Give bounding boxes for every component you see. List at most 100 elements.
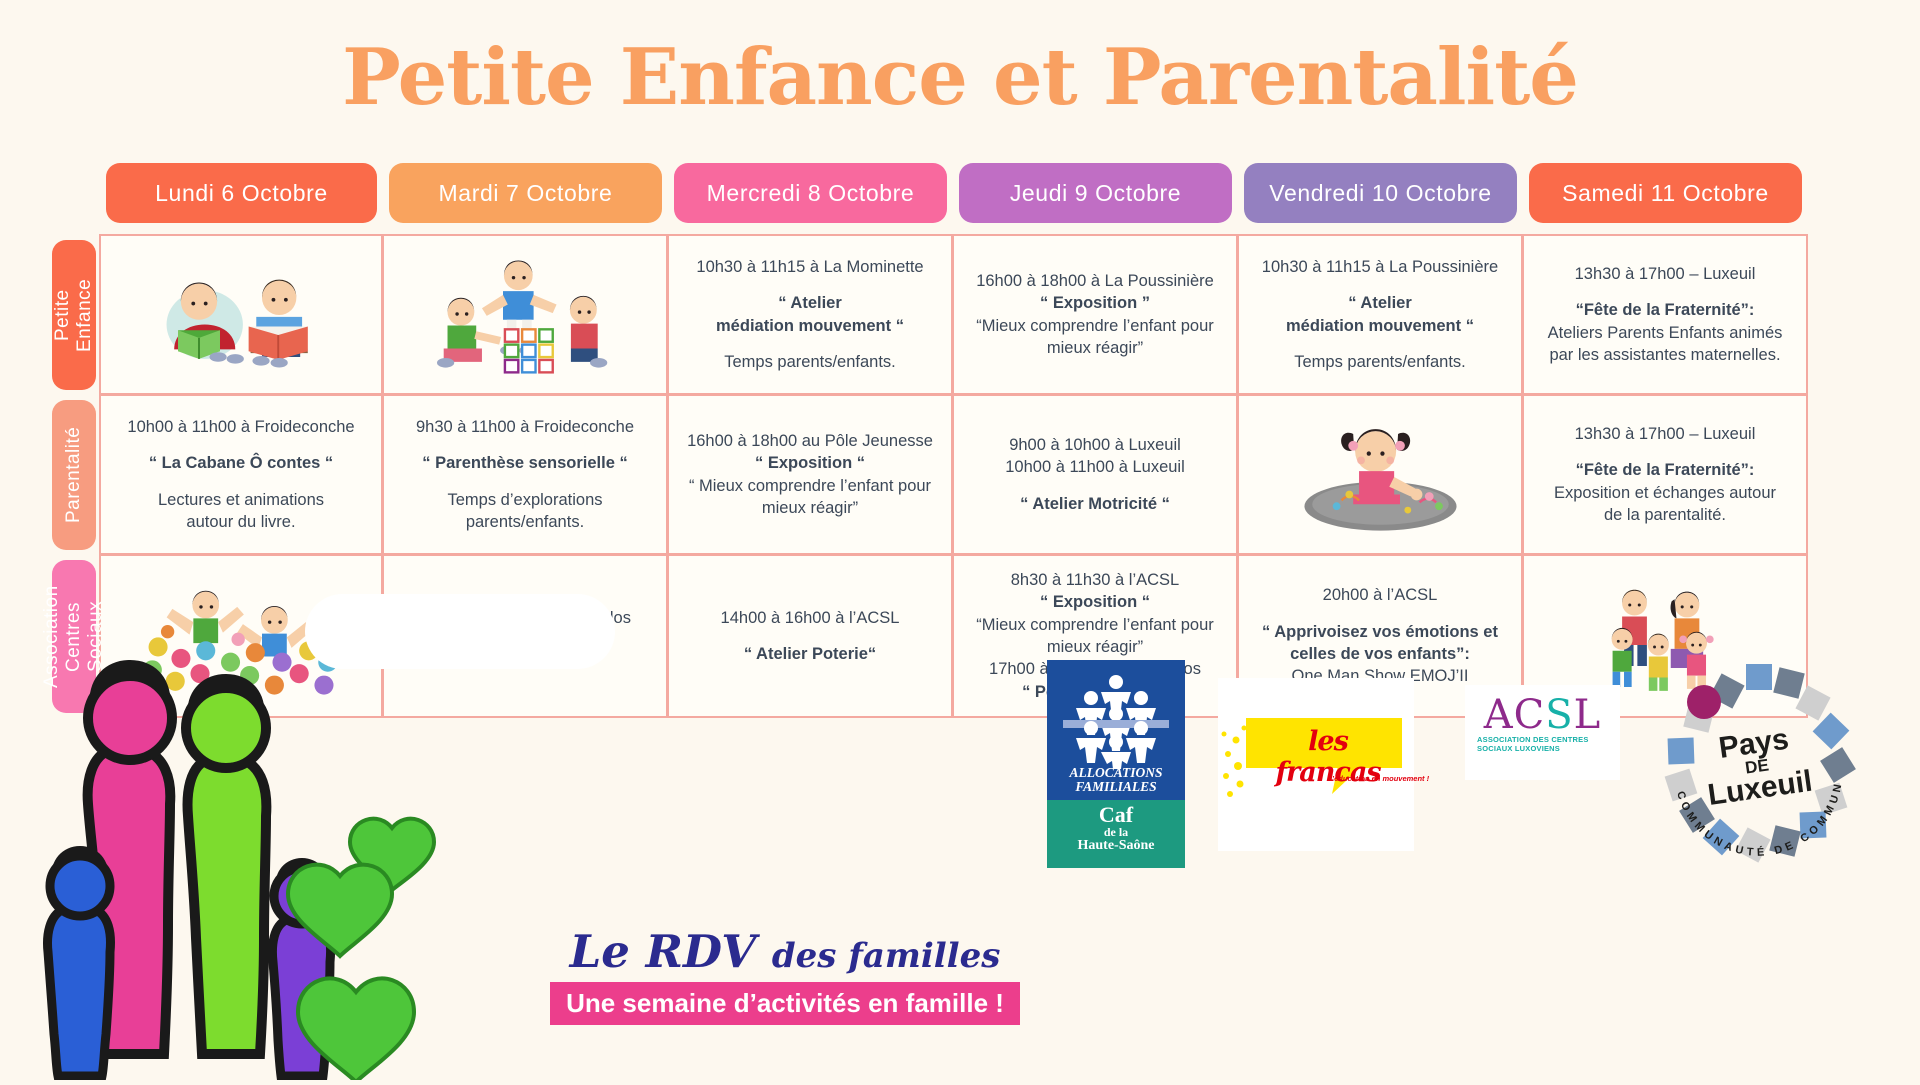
caf-line-allocations: ALLOCATIONS	[1069, 764, 1163, 780]
cell-line: “Mieux comprendre l’enfant pour	[976, 615, 1214, 634]
cell-petite-enfance-vendredi: 10h30 à 11h15 à La Poussinière “ Atelier m…	[1237, 234, 1523, 395]
acsl-subtitle: ASSOCIATION DES CENTRES SOCIAUX LUXOVIEN…	[1465, 735, 1620, 754]
day-header-mardi[interactable]: Mardi 7 Octobre	[389, 163, 662, 223]
illustration-children-playing-with-blocks	[394, 244, 656, 385]
cell-parentalite-mercredi: 16h00 à 18h00 au Pôle Jeunesse “ Expositi…	[667, 394, 953, 555]
illustration-girl-playing-on-rug	[1249, 404, 1511, 545]
cell-petite-enfance-mardi	[382, 234, 668, 395]
cell-line: “ Exposition “	[1039, 593, 1150, 612]
cell-line: 10h30 à 11h15 à La Poussinière	[1261, 257, 1499, 276]
cell-parentalite-mardi: 9h30 à 11h00 à Froideconche “ Parenthèse …	[382, 394, 668, 555]
grid-corner-spacer	[52, 163, 100, 235]
cell-line: Temps parents/enfants.	[1294, 352, 1466, 371]
rdv-des-familles: des familles	[771, 936, 1001, 976]
cell-line: “ Exposition ”	[1039, 294, 1150, 313]
day-header-samedi[interactable]: Samedi 11 Octobre	[1529, 163, 1802, 223]
rdv-des-familles-logo: Le RDV des familles Une semaine d’activi…	[550, 925, 1020, 1025]
cell-association-samedi	[1522, 554, 1808, 718]
acsl-sub-line1: ASSOCIATION DES CENTRES	[1477, 735, 1589, 744]
day-header-mercredi[interactable]: Mercredi 8 Octobre	[674, 163, 947, 223]
cell-line: 8h30 à 11h30 à l’ACSL	[1010, 571, 1180, 590]
cell-line: 10h00 à 11h00 à Luxeuil	[1005, 458, 1185, 477]
cell-line: “Fête de la Fraternité”:	[1575, 461, 1755, 480]
rdv-title: Le RDV des familles	[550, 925, 1020, 978]
cell-line: mieux réagir”	[1046, 338, 1144, 357]
cell-line: “ Atelier	[778, 294, 842, 313]
cell-line: Temps d’explorations	[447, 490, 603, 509]
cell-petite-enfance-lundi	[99, 234, 383, 395]
cell-line: Ateliers Parents Enfants animés	[1547, 323, 1783, 342]
rdv-le: Le	[569, 925, 630, 978]
cell-line: 14h00 à 16h00 à l’ACSL	[720, 608, 900, 627]
les-francas-tagline: L’éducation en mouvement !	[1328, 774, 1430, 783]
cell-line: 20h00 à l’ACSL	[1322, 586, 1438, 605]
row-label-petite-enfance[interactable]: Petite Enfance	[52, 240, 96, 390]
pays-de-luxeuil-logo: COMMUNAUTÉ DE COMMUNES Pays DE Luxeuil	[1650, 660, 1865, 875]
cell-line: par les assistantes maternelles.	[1549, 345, 1781, 364]
cell-parentalite-vendredi	[1237, 394, 1523, 555]
day-header-jeudi[interactable]: Jeudi 9 Octobre	[959, 163, 1232, 223]
cell-parentalite-samedi: 13h30 à 17h00 – Luxeuil “Fête de la Frate…	[1522, 394, 1808, 555]
cell-parentalite-lundi: 10h00 à 11h00 à Froideconche “ La Cabane …	[99, 394, 383, 555]
acsl-sub-line2: SOCIAUX LUXOVIENS	[1477, 744, 1560, 754]
cell-line: “ Exposition “	[754, 454, 865, 473]
rdv-rdv: RDV	[645, 925, 757, 978]
page-title: Petite Enfance et Parentalité	[342, 32, 1579, 123]
day-header-vendredi[interactable]: Vendredi 10 Octobre	[1244, 163, 1517, 223]
caf-logo-bottom: Caf de la Haute-Saône	[1047, 800, 1185, 868]
cell-line: mieux réagir”	[1046, 638, 1144, 656]
cell-association-mercredi: 14h00 à 16h00 à l’ACSL “ Atelier Poterie“	[667, 554, 953, 718]
cell-line: “Fête de la Fraternité”:	[1575, 301, 1755, 320]
cell-line: “ Parenthèse sensorielle “	[422, 454, 628, 473]
cell-line: Exposition et échanges autour	[1554, 483, 1776, 502]
caf-logo: ALLOCATIONS FAMILIALES Caf de la Haute-S…	[1047, 660, 1185, 868]
caf-word: Caf	[1098, 802, 1134, 827]
cell-line: Lectures et animations	[157, 490, 324, 509]
cell-line: “ Atelier Motricité “	[1020, 494, 1170, 513]
cell-line: 13h30 à 17h00 – Luxeuil	[1574, 424, 1756, 443]
cell-line: “Mieux comprendre l’enfant pour	[976, 316, 1214, 335]
cell-line: de la parentalité.	[1603, 505, 1726, 524]
les-francas-wordmark: les francas	[1275, 726, 1381, 788]
caf-de-la: de la	[1103, 825, 1129, 840]
row-label-parentalite[interactable]: Parentalité	[52, 400, 96, 550]
caf-allocations-familiales: ALLOCATIONS FAMILIALES	[1047, 764, 1185, 794]
day-header-lundi[interactable]: Lundi 6 Octobre	[106, 163, 377, 223]
cell-petite-enfance-mercredi: 10h30 à 11h15 à La Mominette “ Atelier méd…	[667, 234, 953, 395]
speech-bubble-decoration	[305, 594, 615, 669]
acsl-wordmark: ACSL	[1483, 692, 1602, 738]
cell-line: 10h00 à 11h00 à Froideconche	[127, 417, 355, 436]
cell-line: médiation mouvement “	[716, 316, 904, 335]
cell-line: 13h30 à 17h00 – Luxeuil	[1574, 264, 1756, 283]
cell-line: “ Apprivoisez vos émotions et	[1262, 622, 1498, 641]
cell-line: 10h30 à 11h15 à La Mominette	[696, 257, 924, 276]
footer: Le RDV des familles Une semaine d’activi…	[0, 594, 1920, 1085]
cell-line: celles de vos enfants”:	[1290, 645, 1470, 663]
cell-line: “ Atelier Poterie“	[743, 645, 877, 663]
cell-line: 16h00 à 18h00 à La Poussinière	[976, 271, 1214, 290]
cell-line: “ Atelier	[1348, 294, 1412, 313]
illustration-children-in-ball-pit	[111, 564, 371, 708]
caf-haute-saone: Haute-Saône	[1077, 837, 1155, 853]
cell-line: 16h00 à 18h00 au Pôle Jeunesse	[687, 431, 933, 450]
cell-line: Temps parents/enfants.	[724, 352, 896, 371]
cell-petite-enfance-jeudi: 16h00 à 18h00 à La Poussinière “ Expositi…	[952, 234, 1238, 395]
illustration-family-group	[1534, 564, 1796, 708]
cell-line: “ La Cabane Ô contes “	[148, 454, 334, 473]
les-francas-logo: les francas L’éducation en mouvement !	[1218, 678, 1429, 851]
rdv-tagline-band: Une semaine d’activités en famille !	[550, 982, 1020, 1025]
caf-logo-top: ALLOCATIONS FAMILIALES	[1047, 660, 1185, 800]
cell-petite-enfance-samedi: 13h30 à 17h00 – Luxeuil “Fête de la Frate…	[1522, 234, 1808, 395]
cell-line: parents/enfants.	[465, 512, 585, 531]
illustration-two-children-reading-books	[111, 244, 371, 385]
caf-line-familiales: FAMILIALES	[1075, 778, 1157, 794]
cell-parentalite-jeudi: 9h00 à 10h00 à Luxeuil 10h00 à 11h00 à Lu…	[952, 394, 1238, 555]
cell-line: 9h00 à 10h00 à Luxeuil	[1009, 436, 1181, 455]
cell-line: mieux réagir”	[761, 498, 859, 517]
cell-line: médiation mouvement “	[1286, 316, 1474, 335]
cell-line: 9h30 à 11h00 à Froideconche	[415, 417, 635, 436]
acsl-logo: ACSL ASSOCIATION DES CENTRES SOCIAUX LUX…	[1465, 685, 1620, 780]
cell-line: “ Mieux comprendre l’enfant pour	[688, 476, 932, 495]
illustration-crayon-family-drawing	[10, 640, 440, 1085]
cell-line: autour du livre.	[186, 512, 296, 531]
